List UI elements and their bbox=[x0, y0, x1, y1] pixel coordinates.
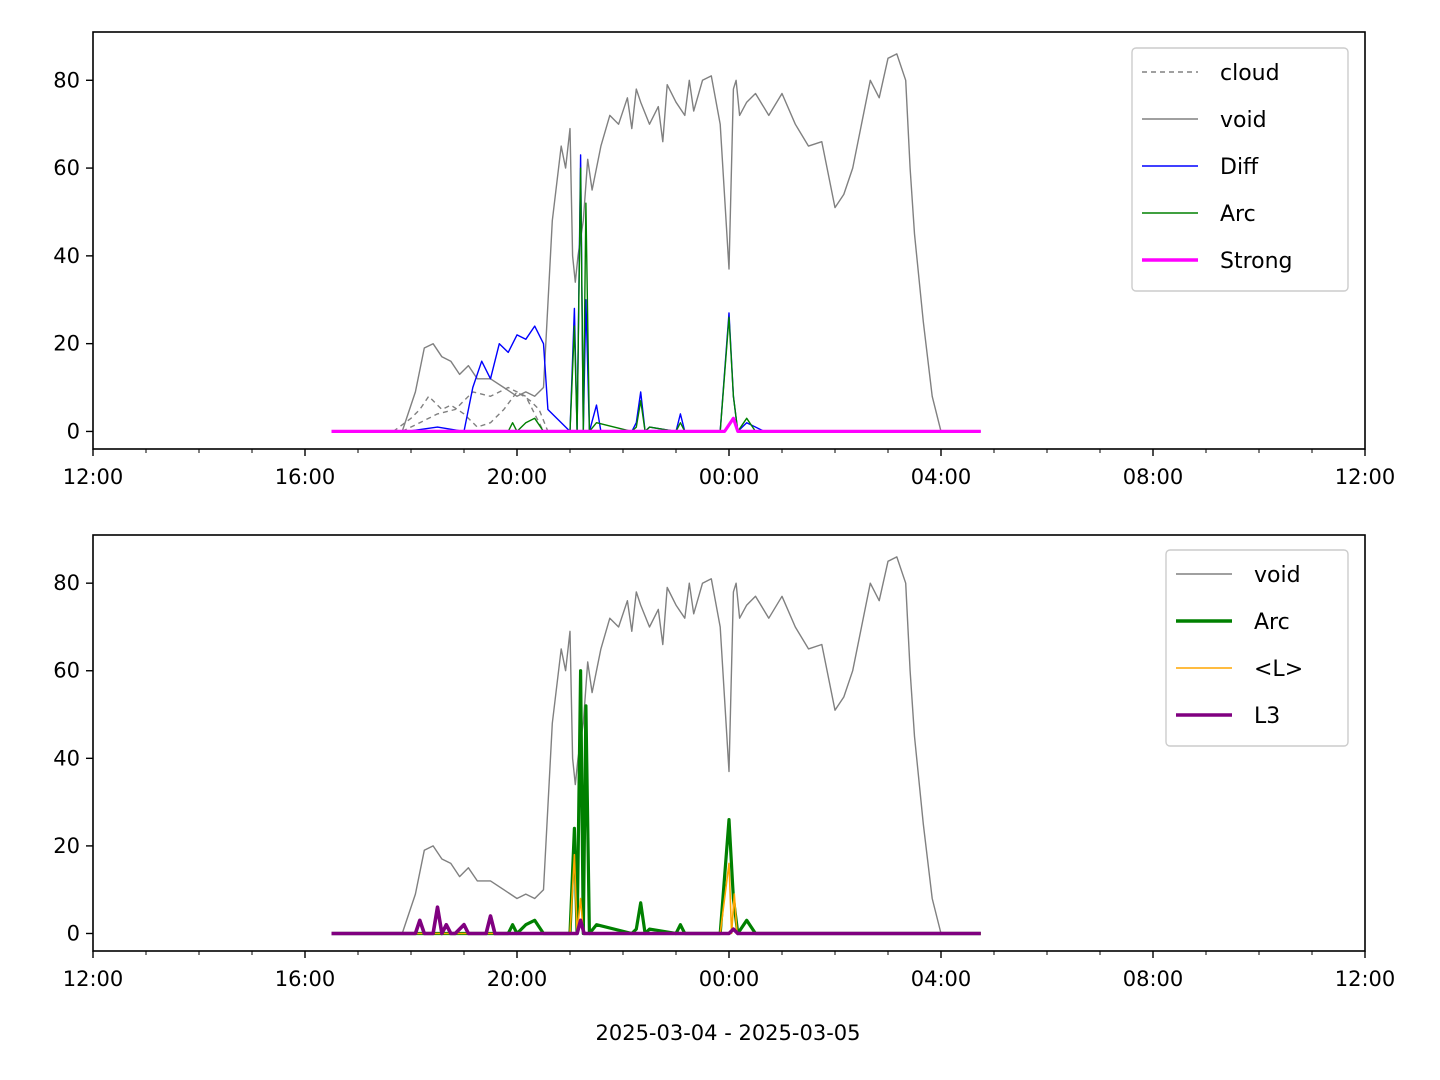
y-tick-label: 40 bbox=[53, 244, 80, 268]
series-line-cloud bbox=[392, 391, 549, 432]
x-tick-label: 20:00 bbox=[487, 465, 548, 489]
series-line-cloud bbox=[401, 386, 545, 433]
legend-label: Arc bbox=[1254, 610, 1290, 635]
series-line-strong bbox=[331, 416, 981, 433]
x-tick-label: 00:00 bbox=[699, 967, 760, 991]
x-tick-label: 20:00 bbox=[487, 967, 548, 991]
y-tick-label: 0 bbox=[67, 921, 80, 945]
y-tick-label: 80 bbox=[53, 68, 80, 92]
series-line-void bbox=[331, 53, 981, 433]
legend-box bbox=[1165, 549, 1349, 747]
x-tick-label: 04:00 bbox=[911, 465, 972, 489]
legend: cloud void Diff Arc Strong bbox=[1131, 47, 1349, 292]
legend: void Arc <L> L3 bbox=[1165, 549, 1349, 747]
x-tick-label: 04:00 bbox=[911, 967, 972, 991]
legend-label: Diff bbox=[1220, 155, 1259, 180]
x-tick-label: 12:00 bbox=[63, 465, 124, 489]
legend-label: <L> bbox=[1254, 657, 1303, 682]
plot-area bbox=[331, 556, 981, 936]
plot-area bbox=[331, 53, 981, 433]
x-tick-label: 12:00 bbox=[1335, 967, 1396, 991]
legend-box bbox=[1131, 47, 1349, 292]
legend-label: void bbox=[1254, 563, 1301, 588]
series-line-void bbox=[331, 556, 981, 935]
y-tick-label: 60 bbox=[53, 659, 80, 683]
series-line-arc bbox=[331, 669, 981, 936]
legend-label: L3 bbox=[1254, 704, 1280, 729]
top-panel: 0 20 40 60 80 12:00 16:00 20:00 00:00 04:00 08:00 1… bbox=[53, 31, 1396, 489]
legend-label: Arc bbox=[1220, 202, 1256, 227]
bottom-panel: 0 20 40 60 80 12:00 16:00 20:00 00:00 04:00 08:00 1… bbox=[53, 534, 1396, 991]
y-tick-label: 20 bbox=[53, 834, 80, 858]
x-tick-label: 08:00 bbox=[1123, 465, 1184, 489]
series-line-l3 bbox=[331, 905, 981, 936]
legend-label: Strong bbox=[1220, 249, 1293, 274]
x-tick-label: 16:00 bbox=[275, 465, 336, 489]
legend-label: cloud bbox=[1220, 61, 1280, 86]
y-tick-label: 0 bbox=[67, 419, 80, 443]
x-tick-label: 12:00 bbox=[63, 967, 124, 991]
y-tick-label: 80 bbox=[53, 571, 80, 595]
x-tick-label: 12:00 bbox=[1335, 465, 1396, 489]
x-tick-label: 16:00 bbox=[275, 967, 336, 991]
x-tick-label: 00:00 bbox=[699, 465, 760, 489]
y-tick-label: 20 bbox=[53, 332, 80, 356]
series-line-arc bbox=[507, 167, 757, 433]
x-tick-label: 08:00 bbox=[1123, 967, 1184, 991]
legend-label: void bbox=[1220, 108, 1267, 133]
y-tick-label: 40 bbox=[53, 746, 80, 770]
y-tick-label: 60 bbox=[53, 156, 80, 180]
x-axis-label: 2025-03-04 - 2025-03-05 bbox=[595, 1021, 860, 1045]
